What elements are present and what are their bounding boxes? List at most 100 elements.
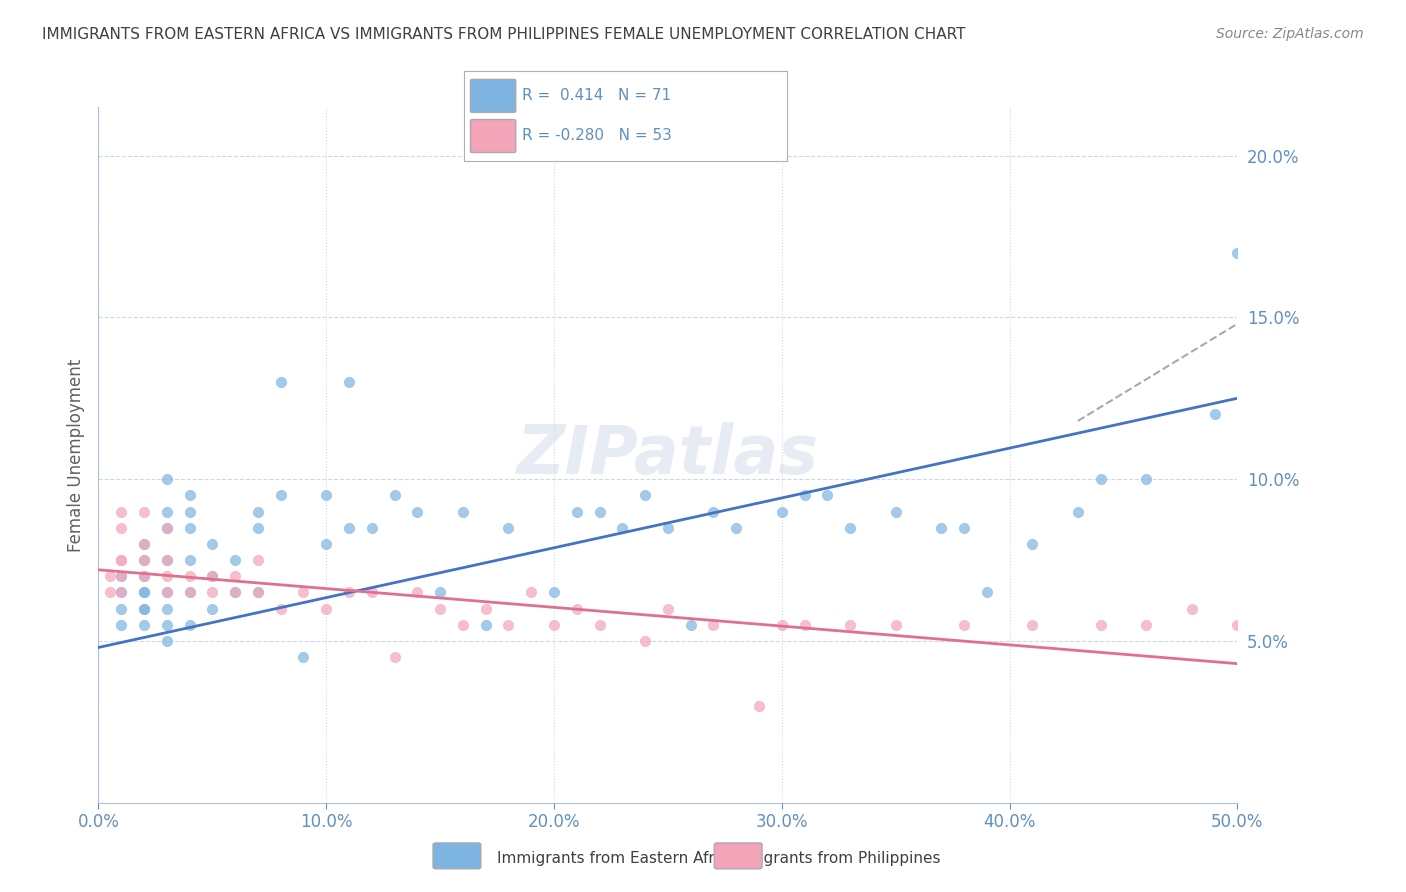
FancyBboxPatch shape [471,120,516,153]
Point [929,521,952,535]
Point [110,553,132,567]
Point [679,617,702,632]
Point [224,569,246,583]
Point [201,601,224,615]
Point [98,569,121,583]
Point [179,521,201,535]
Point [156,569,179,583]
Point [498,617,520,632]
Point [156,585,179,599]
Y-axis label: Female Unemployment: Female Unemployment [66,359,84,551]
Point [498,521,520,535]
Point [110,504,132,518]
Point [634,488,657,502]
Point [725,521,748,535]
Point [588,617,610,632]
Point [179,553,201,567]
Point [270,375,292,389]
Point [1226,245,1249,260]
Point [1090,472,1112,486]
Point [406,504,429,518]
Point [360,521,382,535]
Point [1135,472,1157,486]
Point [179,569,201,583]
Point [110,585,132,599]
Point [1021,617,1043,632]
Point [315,488,337,502]
Point [201,569,224,583]
Point [156,553,179,567]
Point [702,617,724,632]
Point [132,569,155,583]
Point [224,585,246,599]
Point [657,521,679,535]
Point [132,585,155,599]
Point [702,504,724,518]
Point [429,601,451,615]
Point [132,617,155,632]
Point [406,585,429,599]
Point [953,617,976,632]
Point [884,617,907,632]
Point [132,601,155,615]
Point [588,504,610,518]
Point [156,472,179,486]
Point [156,521,179,535]
Point [224,553,246,567]
Point [384,650,406,665]
Point [110,553,132,567]
Point [132,537,155,551]
Point [201,585,224,599]
Point [543,585,565,599]
Point [179,585,201,599]
Point [156,585,179,599]
Point [315,537,337,551]
Point [543,617,565,632]
Point [815,488,838,502]
Point [1204,408,1226,422]
Point [110,521,132,535]
Point [1226,617,1249,632]
Point [179,488,201,502]
Point [179,504,201,518]
Point [110,569,132,583]
Point [156,504,179,518]
Point [451,617,474,632]
Point [132,569,155,583]
Text: R = -0.280   N = 53: R = -0.280 N = 53 [522,128,672,143]
Point [270,488,292,502]
Point [337,375,360,389]
Point [839,617,862,632]
Point [201,569,224,583]
Point [246,504,269,518]
Text: ZIPatlas: ZIPatlas [517,422,818,488]
Point [224,585,246,599]
Point [474,601,496,615]
Point [156,521,179,535]
Point [451,504,474,518]
Point [565,601,588,615]
Point [337,585,360,599]
Point [839,521,862,535]
Point [156,634,179,648]
Point [246,585,269,599]
Point [201,537,224,551]
Point [156,553,179,567]
Point [976,585,998,599]
Point [793,488,815,502]
Point [292,650,315,665]
Point [612,521,634,535]
Point [565,504,588,518]
Point [953,521,976,535]
Point [793,617,815,632]
Point [1021,537,1043,551]
Point [132,553,155,567]
Point [246,521,269,535]
Text: Immigrants from Philippines: Immigrants from Philippines [725,851,941,866]
Text: IMMIGRANTS FROM EASTERN AFRICA VS IMMIGRANTS FROM PHILIPPINES FEMALE UNEMPLOYMEN: IMMIGRANTS FROM EASTERN AFRICA VS IMMIGR… [42,27,966,42]
Point [110,617,132,632]
Text: Immigrants from Eastern Africa: Immigrants from Eastern Africa [498,851,737,866]
Point [520,585,543,599]
Point [132,601,155,615]
Text: Source: ZipAtlas.com: Source: ZipAtlas.com [1216,27,1364,41]
